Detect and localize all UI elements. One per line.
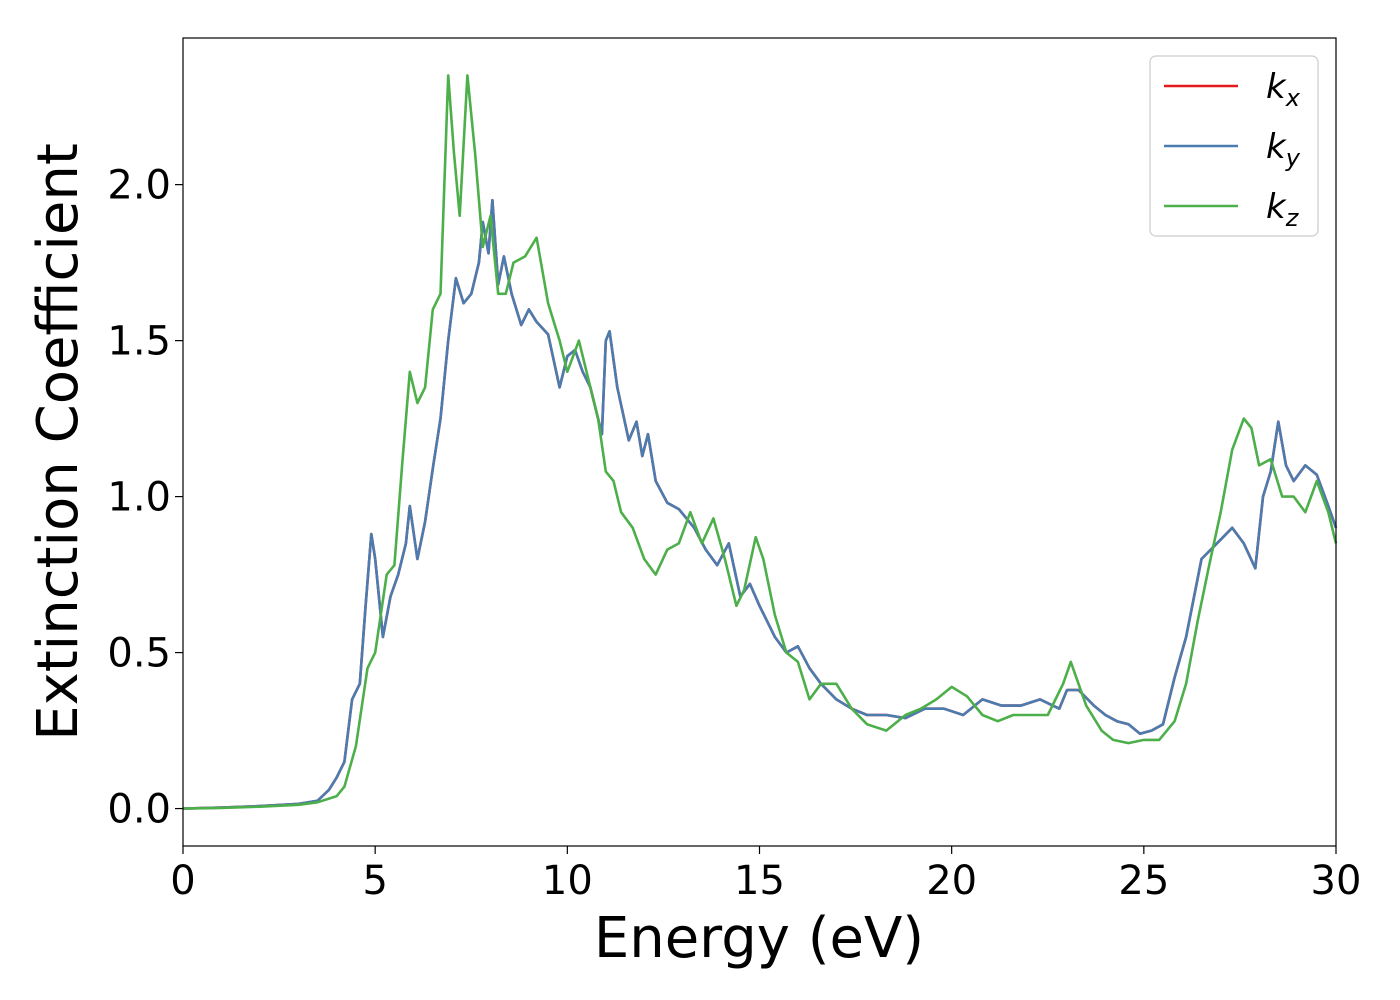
x-axis-label: Energy (eV) — [594, 906, 924, 971]
series-line-kx — [182, 198, 1338, 810]
y-tick-label: 0.0 — [107, 787, 171, 833]
series-line-kz — [182, 74, 1338, 810]
y-tick-label: 0.5 — [107, 631, 171, 677]
x-tick-label: 20 — [926, 858, 977, 904]
legend-label-ky: ky — [1266, 127, 1301, 172]
x-tick-label: 0 — [170, 858, 195, 904]
legend: kx ky kz — [1149, 55, 1319, 237]
y-tick-label: 1.5 — [107, 319, 171, 365]
x-tick-label: 10 — [542, 858, 593, 904]
plot-lines — [182, 74, 1338, 810]
x-tick-label: 30 — [1311, 858, 1362, 904]
y-tick-label: 2.0 — [107, 163, 171, 209]
y-axis-ticks: 0.0 0.5 1.0 1.5 2.0 — [107, 163, 183, 833]
series-line-ky — [182, 198, 1338, 810]
x-tick-label: 5 — [362, 858, 387, 904]
x-tick-label: 25 — [1118, 858, 1169, 904]
x-axis-ticks: 0 5 10 15 20 25 30 — [170, 846, 1361, 904]
legend-label-kz: kz — [1266, 187, 1300, 232]
legend-label-kx: kx — [1266, 67, 1301, 112]
y-tick-label: 1.0 — [107, 475, 171, 521]
x-tick-label: 15 — [734, 858, 785, 904]
y-axis-label: Extinction Coefficient — [26, 143, 91, 741]
